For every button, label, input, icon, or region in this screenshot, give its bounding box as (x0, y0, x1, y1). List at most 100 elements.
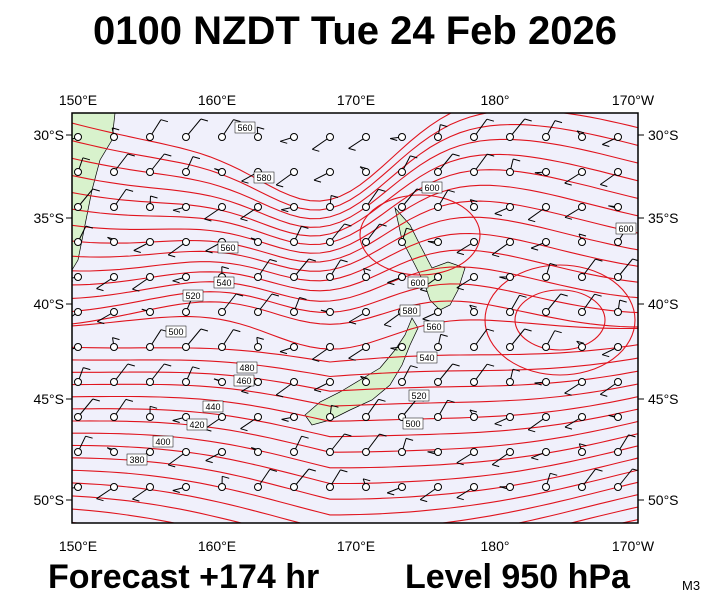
barb-station (254, 448, 262, 456)
contour-label-box (402, 417, 424, 430)
barb-station (218, 448, 226, 456)
barb-flag (240, 218, 248, 222)
contour-label: 540 (419, 353, 434, 363)
barb-station (182, 238, 190, 246)
barb-flag (427, 451, 435, 455)
barb-station (506, 413, 514, 421)
lat-label: 30°S (648, 127, 679, 143)
contour-label: 520 (411, 391, 426, 401)
barb-flag (164, 153, 172, 157)
barb-flag (379, 433, 387, 437)
lon-label: 170°E (337, 538, 375, 554)
barb-station (74, 238, 82, 246)
barb-station (362, 168, 370, 176)
barb-flag (456, 497, 464, 501)
barb-station (470, 203, 478, 211)
barb-station (398, 203, 406, 211)
barb-flag (456, 462, 464, 466)
barb-flag (233, 329, 241, 333)
barb-flag (456, 252, 465, 256)
barb-flag (595, 468, 603, 472)
barb-flag (600, 393, 608, 397)
barb-station (434, 273, 442, 281)
contour-label-box (165, 325, 187, 338)
barb-flag (469, 304, 477, 308)
barb-station (182, 273, 190, 281)
contour-line (72, 481, 638, 523)
barb-flag (513, 158, 521, 162)
barb-station (290, 133, 298, 141)
barb-flag (301, 225, 309, 229)
contour-label-box (217, 241, 239, 254)
contour-line (72, 200, 638, 263)
barb-flag (112, 127, 120, 131)
contour-line (72, 357, 638, 378)
barb-station (74, 343, 82, 351)
barb-flag (602, 144, 610, 147)
contour-label-box (152, 435, 174, 448)
barb-station (326, 343, 334, 351)
contour-line (72, 113, 638, 211)
barb-station (110, 448, 118, 456)
barb-flag (494, 423, 502, 427)
barb-station (398, 273, 406, 281)
barb-station (398, 238, 406, 246)
barb-station (542, 308, 550, 316)
barb-flag (269, 468, 278, 472)
contour-line (72, 395, 638, 422)
barb-flag (204, 218, 212, 222)
barb-station (218, 343, 226, 351)
barb-flag (378, 398, 386, 402)
barb-station (614, 378, 622, 386)
barb-station (110, 168, 118, 176)
barb-station (614, 413, 622, 421)
barb-station (290, 378, 298, 386)
contour-label-box (202, 400, 224, 413)
contour-label-box (423, 320, 445, 333)
barb-station (506, 133, 514, 141)
barb-station (110, 378, 118, 386)
barb-station (614, 273, 622, 281)
barb-station (614, 238, 622, 246)
barb-flag (168, 464, 176, 468)
barb-station (254, 308, 262, 316)
contour-label: 560 (220, 243, 235, 253)
barb-station (470, 273, 478, 281)
barb-station (146, 483, 154, 491)
barb-flag (222, 475, 230, 479)
barb-flag (470, 199, 478, 203)
barb-station (398, 168, 406, 176)
barb-flag (452, 363, 460, 367)
barb-station (614, 343, 622, 351)
barb-flag (494, 213, 502, 217)
barb-flag (378, 188, 386, 192)
barb-station (146, 343, 154, 351)
barb-station (182, 168, 190, 176)
barb-station (182, 308, 190, 316)
contour-line (72, 216, 638, 272)
barb-flag (340, 469, 348, 473)
contour-label-box (182, 289, 204, 302)
barb-station (74, 273, 82, 281)
barb-flag (524, 118, 532, 122)
contour-line (514, 289, 606, 351)
barb-flag (576, 340, 584, 344)
barb-flag (440, 333, 448, 337)
barb-station (578, 378, 586, 386)
barb-flag (594, 293, 602, 297)
barb-flag (331, 404, 339, 408)
barb-station (74, 448, 82, 456)
lon-label: 160°E (198, 538, 236, 554)
lat-label: 50°S (648, 492, 679, 508)
barb-station (434, 378, 442, 386)
lat-label: 35°S (648, 210, 679, 226)
barb-flag (64, 142, 71, 144)
contour-label: 600 (424, 183, 439, 193)
barb-station (578, 273, 586, 281)
barb-station (434, 483, 442, 491)
barb-flag (330, 195, 339, 198)
contour-label: 600 (410, 278, 425, 288)
lon-label: 160°E (198, 92, 236, 108)
barb-flag (200, 118, 209, 122)
barb-station (146, 378, 154, 386)
